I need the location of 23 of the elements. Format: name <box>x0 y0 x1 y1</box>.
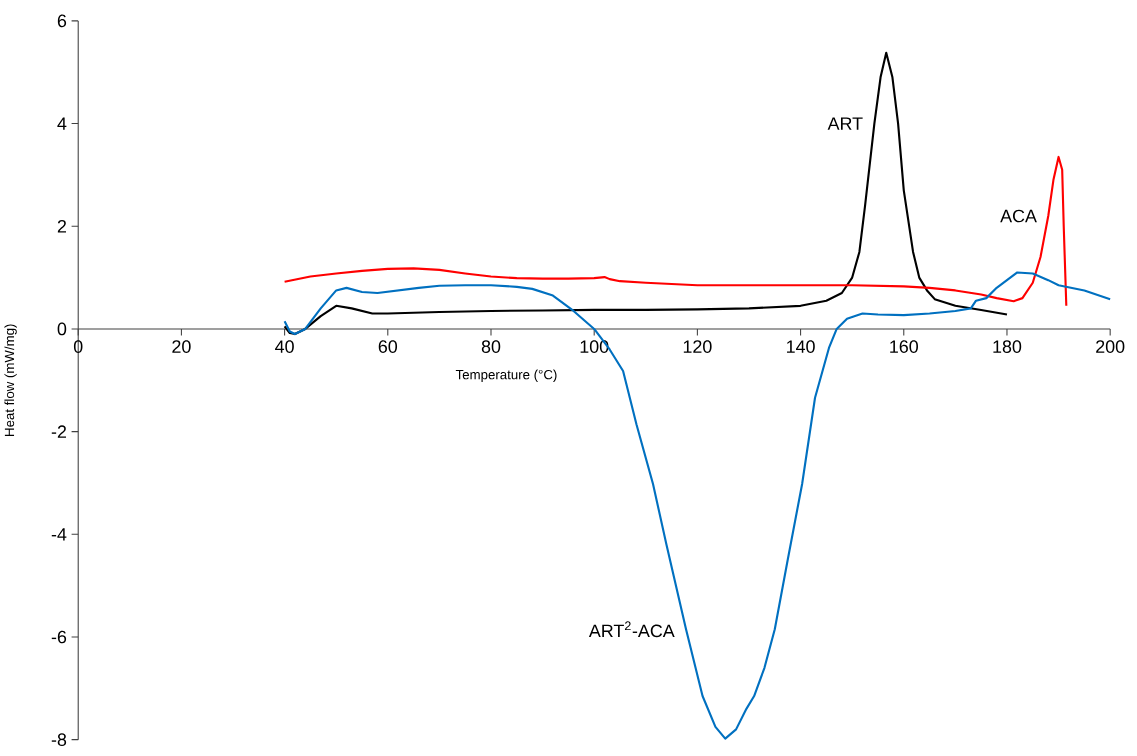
x-tick-label: 140 <box>787 340 815 354</box>
series-label: ACA <box>1000 209 1037 223</box>
y-tick-label: -6 <box>51 630 67 644</box>
x-tick-label: 180 <box>993 340 1022 354</box>
x-tick-label: 60 <box>378 340 398 354</box>
y-axis-title: Heat flow (mW/mg) <box>4 324 17 437</box>
x-tick-label: 200 <box>1096 340 1125 354</box>
y-tick-label: -2 <box>51 425 67 439</box>
y-tick-label: 4 <box>57 117 67 130</box>
x-tick-label: 120 <box>683 340 712 354</box>
y-tick-label: 6 <box>57 14 67 28</box>
x-tick-label: 40 <box>275 340 294 354</box>
y-tick-label: 0 <box>57 322 67 336</box>
x-axis-title: Temperature (°C) <box>455 369 557 383</box>
y-tick-label: 2 <box>57 220 67 233</box>
x-tick-label: 80 <box>481 340 501 354</box>
x-tick-label: 20 <box>172 340 191 354</box>
series-label: ART$^{2}$-ACA <box>588 621 675 638</box>
series-label: ART <box>827 117 863 130</box>
x-tick-label: 100 <box>580 340 609 354</box>
x-tick-label: 160 <box>890 340 918 354</box>
y-tick-label: -8 <box>51 733 67 747</box>
y-tick-label: -4 <box>51 528 67 541</box>
